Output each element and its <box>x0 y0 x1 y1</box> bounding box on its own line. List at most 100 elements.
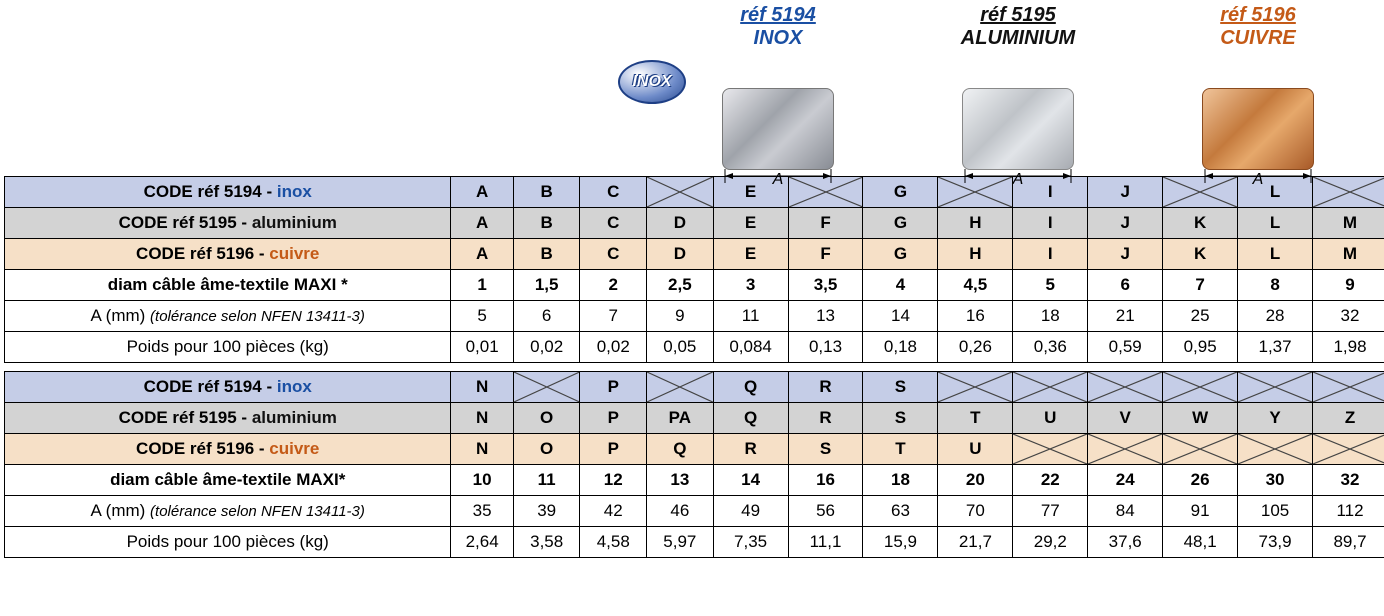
ref-label: réf 5195 <box>928 4 1108 27</box>
table-row-alu: CODE réf 5195 - aluminiumABCDEFGHIJKLM <box>5 208 1384 239</box>
cell: 11 <box>713 301 788 332</box>
cell: 6 <box>513 301 580 332</box>
cell: B <box>513 177 580 208</box>
cell: M <box>1313 208 1384 239</box>
cell: C <box>580 177 647 208</box>
cell: 11 <box>513 465 580 496</box>
cell: 37,6 <box>1088 527 1163 558</box>
cell: 25 <box>1163 301 1238 332</box>
cell: S <box>788 434 863 465</box>
cell: 0,95 <box>1163 332 1238 363</box>
product-cu: réf 5196 CUIVRE A <box>1168 4 1348 170</box>
cell: C <box>580 208 647 239</box>
cell: A <box>451 239 513 270</box>
sleeve-alu-icon: A <box>962 88 1074 170</box>
cell: 0,18 <box>863 332 938 363</box>
cell <box>1013 372 1088 403</box>
cell <box>1163 372 1238 403</box>
cell: N <box>451 403 513 434</box>
cell: 0,084 <box>713 332 788 363</box>
cell: 20 <box>938 465 1013 496</box>
cell: 0,59 <box>1088 332 1163 363</box>
cell <box>1088 372 1163 403</box>
material-label: ALUMINIUM <box>928 27 1108 50</box>
cell: 7 <box>1163 270 1238 301</box>
row-label: diam câble âme-textile MAXI * <box>5 270 451 301</box>
cell: 30 <box>1238 465 1313 496</box>
cell: 2,64 <box>451 527 513 558</box>
cell <box>938 372 1013 403</box>
cell: 11,1 <box>788 527 863 558</box>
sleeve-inox-icon: A <box>722 88 834 170</box>
material-label: INOX <box>688 27 868 50</box>
cell: F <box>788 208 863 239</box>
table-row-poids: Poids pour 100 pièces (kg)2,643,584,585,… <box>5 527 1384 558</box>
cell <box>1088 434 1163 465</box>
cell: 9 <box>647 301 714 332</box>
inox-badge: INOX <box>618 60 686 104</box>
cell: V <box>1088 403 1163 434</box>
cell: H <box>938 208 1013 239</box>
cell <box>1163 434 1238 465</box>
table-row-cu: CODE réf 5196 - cuivreABCDEFGHIJKLM <box>5 239 1384 270</box>
cell: 1,5 <box>513 270 580 301</box>
cell: 84 <box>1088 496 1163 527</box>
cell: 35 <box>451 496 513 527</box>
cell: B <box>513 239 580 270</box>
cell: H <box>938 239 1013 270</box>
cell: 32 <box>1313 301 1384 332</box>
row-label: A (mm) (tolérance selon NFEN 13411-3) <box>5 496 451 527</box>
cell <box>1238 434 1313 465</box>
cell: D <box>647 208 714 239</box>
ref-label: réf 5194 <box>688 4 868 27</box>
cell: P <box>580 434 647 465</box>
cell: 39 <box>513 496 580 527</box>
cell: 26 <box>1163 465 1238 496</box>
cell: 13 <box>647 465 714 496</box>
cell: 13 <box>788 301 863 332</box>
cell: 2 <box>580 270 647 301</box>
cell: R <box>713 434 788 465</box>
cell: Q <box>713 403 788 434</box>
cell: 10 <box>451 465 513 496</box>
cell: G <box>863 239 938 270</box>
cell: 7 <box>580 301 647 332</box>
cell: J <box>1088 208 1163 239</box>
cell <box>513 372 580 403</box>
cell: 0,26 <box>938 332 1013 363</box>
cell: C <box>580 239 647 270</box>
cell: 32 <box>1313 465 1384 496</box>
cell <box>788 177 863 208</box>
cell: L <box>1238 208 1313 239</box>
cell: 21 <box>1088 301 1163 332</box>
cell: K <box>1163 239 1238 270</box>
table-row-cu: CODE réf 5196 - cuivreNOPQRSTU <box>5 434 1384 465</box>
cell: 0,13 <box>788 332 863 363</box>
cell: 21,7 <box>938 527 1013 558</box>
cell: 1,37 <box>1238 332 1313 363</box>
table-row-a_mm: A (mm) (tolérance selon NFEN 13411-3)567… <box>5 301 1384 332</box>
row-label: diam câble âme-textile MAXI* <box>5 465 451 496</box>
cell: A <box>451 177 513 208</box>
cell: K <box>1163 208 1238 239</box>
cell: S <box>863 372 938 403</box>
table-row-inox: CODE réf 5194 - inoxNPQRS <box>5 372 1384 403</box>
cell: 1 <box>451 270 513 301</box>
cell: Z <box>1313 403 1384 434</box>
product-image-cu: A <box>1168 50 1348 170</box>
cell: 105 <box>1238 496 1313 527</box>
cell <box>1238 372 1313 403</box>
cell: J <box>1088 177 1163 208</box>
cell <box>1313 434 1384 465</box>
cell: R <box>788 403 863 434</box>
table-row-alu: CODE réf 5195 - aluminiumNOPPAQRSTUVWYZ <box>5 403 1384 434</box>
cell: 28 <box>1238 301 1313 332</box>
cell: 3,5 <box>788 270 863 301</box>
product-alu: réf 5195 ALUMINIUM A <box>928 4 1108 170</box>
cell <box>647 177 714 208</box>
cell: G <box>863 208 938 239</box>
cell: 0,02 <box>513 332 580 363</box>
cell: Y <box>1238 403 1313 434</box>
cell <box>647 372 714 403</box>
table-row-diam: diam câble âme-textile MAXI *11,522,533,… <box>5 270 1384 301</box>
